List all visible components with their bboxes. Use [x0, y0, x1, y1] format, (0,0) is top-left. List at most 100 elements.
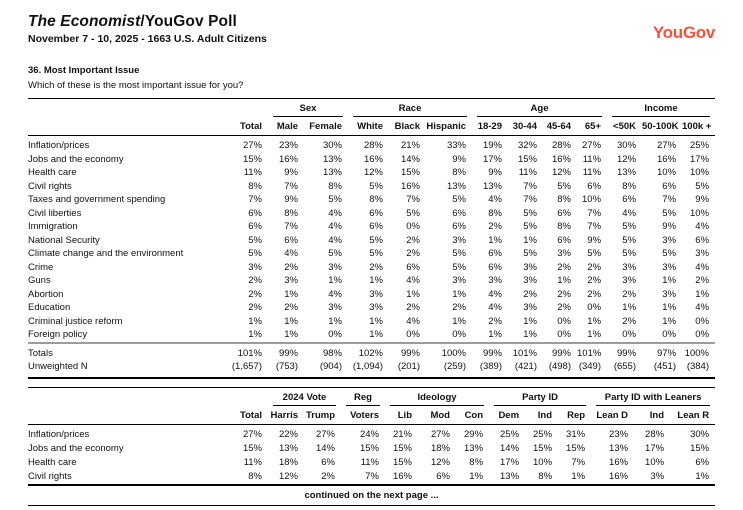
cell-value: 15% [392, 443, 412, 454]
cell-value: 1% [328, 275, 342, 287]
cell-value: 8% [369, 194, 383, 206]
cell-value: 2% [248, 288, 262, 300]
cell-value: 13% [500, 471, 520, 482]
cell-value: 13% [446, 180, 466, 192]
table-row: National Security 5% 6% 4% 5% 2% 3% 1% 1% 6% 9% 5% 3… [28, 234, 715, 248]
cell-value: 5% [662, 248, 677, 260]
cell-value: 11% [243, 457, 262, 468]
cell-value: 13% [617, 167, 637, 179]
cell-value: 8% [328, 180, 342, 192]
cell-value: 6% [406, 261, 420, 273]
table-row: Guns 2% 3% 1% 1% 4% 3% 3% 3% 1% 2% 3% 1% 2% [28, 274, 715, 288]
cell-value: 8% [469, 457, 484, 468]
cell-value: 1% [523, 234, 537, 246]
cell-value: 2% [248, 302, 262, 314]
column-group-header: Sex [268, 99, 348, 117]
cell-value: 0% [695, 315, 710, 327]
cell-value: 97% [642, 341, 683, 360]
row-label: Unweighted N [28, 361, 88, 373]
cell-value: 6% [587, 180, 602, 192]
cell-value: 1% [248, 315, 262, 327]
cell-value: 102% [348, 341, 389, 360]
cell-value: 3% [328, 261, 342, 273]
cell-value: 6% [369, 207, 383, 219]
title-yougov-poll: /YouGov Poll [140, 13, 237, 30]
cell-value: 6% [321, 457, 335, 468]
table-row: Health care 11% 9% 13% 12% 15% 8% 9% 11% 12% 11% 13… [28, 166, 715, 180]
table-row: Foreign policy 1% 1% 0% 1% 0% 0% 1% 1% 0% 1% 0% 0% 0% [28, 328, 715, 343]
table-row: Crime 3% 2% 3% 2% 6% 5% 6% 3% 2% 2% 3% 3% 4% [28, 261, 715, 275]
table-row: Inflation/prices 27% 23% 30% 28% 21% 33% 19% 32%… [28, 136, 715, 153]
cell-value: 12% [278, 471, 298, 482]
cell-value: 12% [430, 457, 450, 468]
row-label: Education [28, 302, 71, 314]
column-header: Voters [341, 405, 385, 425]
cell-value: 1% [695, 471, 710, 482]
row-label: Abortion [28, 288, 64, 300]
cell-value: 1% [662, 302, 677, 314]
cell-value: (259) [443, 361, 466, 373]
cell-value: 2% [622, 315, 637, 327]
column-header: Lib [385, 405, 418, 425]
cell-value: 2% [523, 288, 537, 300]
cell-value: 8% [452, 167, 466, 179]
cell-value: 16% [278, 153, 298, 165]
cell-value: 6% [695, 234, 710, 246]
cell-value: 10% [645, 457, 665, 468]
cell-value: 2% [284, 261, 298, 273]
cell-value: 8% [622, 180, 637, 192]
cell-value: 7% [571, 457, 586, 468]
column-group-header: Age [472, 99, 607, 117]
column-group-header [228, 387, 268, 406]
cell-value: 9% [452, 153, 466, 165]
cell-value: 25% [500, 429, 520, 440]
row-label-column-header [28, 117, 228, 136]
cell-value: 2% [406, 248, 420, 260]
cell-value: 3% [662, 288, 677, 300]
column-header: 45-64 [543, 117, 577, 136]
cell-value: 9% [284, 194, 298, 206]
cell-value: 6% [622, 194, 637, 206]
column-header: 18-29 [472, 117, 508, 136]
cell-value: 15% [242, 443, 262, 454]
cell-value: (201) [397, 361, 420, 373]
cell-value: 6% [452, 207, 466, 219]
cell-value: 7% [248, 194, 262, 206]
table-row: Health care 11% 18% 6% 11% 15% 12% 8% 17% 10% 7% 16… [28, 456, 715, 470]
row-label-column-header [28, 405, 228, 425]
cell-value: 6% [488, 261, 502, 273]
cell-value: 23% [609, 429, 629, 440]
cell-value: 99% [389, 341, 426, 360]
cell-value: 13% [322, 153, 342, 165]
column-group-header: 2024 Vote [268, 387, 341, 406]
cell-value: 5% [452, 261, 466, 273]
cell-value: 3% [523, 275, 537, 287]
cell-value: 2% [587, 275, 602, 287]
cell-value: 3% [452, 275, 466, 287]
title-block: The Economist/YouGov Poll November 7 - 1… [28, 13, 267, 45]
row-label: Taxes and government spending [28, 194, 166, 206]
cell-value: 5% [695, 180, 710, 192]
cell-value: 6% [248, 221, 262, 233]
cell-value: 6% [452, 221, 466, 233]
column-header: 65+ [577, 117, 608, 136]
cell-value: 2% [695, 275, 710, 287]
column-header: 100k + [682, 117, 716, 136]
cell-value: 16% [363, 153, 383, 165]
cell-value: 4% [328, 207, 342, 219]
cell-value: 5% [523, 248, 537, 260]
poll-table-2: 2024 Vote Reg Ideology Party ID Party ID wit… [28, 386, 716, 486]
column-header: Harris [268, 405, 304, 425]
column-group-header [228, 99, 268, 118]
cell-value: 2% [284, 302, 298, 314]
cell-value: 5% [328, 194, 342, 206]
cell-value: 28% [363, 140, 383, 152]
cell-value: 15% [566, 443, 586, 454]
cell-value: 11% [582, 153, 602, 165]
column-group-header: Party ID with Leaners [591, 387, 715, 406]
cell-value: 1% [523, 315, 537, 327]
column-header: Male [268, 117, 304, 136]
cell-value: 15% [392, 457, 412, 468]
cell-value: 11% [243, 167, 262, 179]
column-group-header: Race [348, 99, 472, 117]
